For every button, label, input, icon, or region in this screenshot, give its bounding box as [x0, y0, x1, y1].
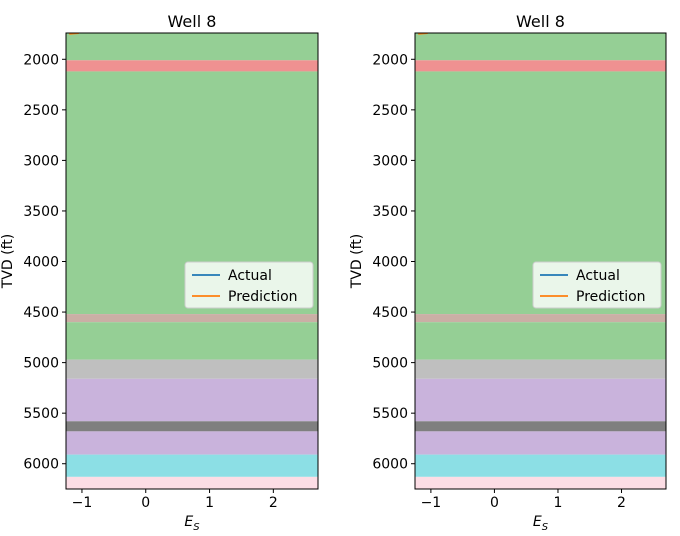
- formation-band: [66, 359, 318, 379]
- x-tick-label: −1: [72, 495, 93, 511]
- x-tick-label: −1: [421, 495, 442, 511]
- formation-band: [415, 314, 666, 323]
- y-tick-label: 3500: [23, 204, 59, 220]
- formation-band: [415, 476, 666, 489]
- formation-band: [66, 476, 318, 489]
- formation-band: [66, 378, 318, 422]
- y-tick-label: 6000: [372, 457, 408, 473]
- x-tick-label: 2: [617, 495, 626, 511]
- formation-band: [66, 421, 318, 432]
- x-axis-label: ES: [184, 514, 200, 533]
- formation-band: [415, 33, 666, 61]
- y-tick-label: 2500: [372, 103, 408, 119]
- y-tick-label: 2500: [23, 103, 59, 119]
- y-tick-label: 5500: [23, 406, 59, 422]
- x-tick-label: 0: [141, 495, 150, 511]
- formation-band: [66, 431, 318, 455]
- y-tick-label: 2000: [372, 52, 408, 68]
- y-tick-label: 4500: [372, 305, 408, 321]
- formation-band: [415, 60, 666, 72]
- formation-band: [415, 359, 666, 379]
- y-tick-label: 5000: [23, 356, 59, 372]
- legend-label-actual: Actual: [576, 268, 620, 284]
- y-tick-label: 5500: [372, 406, 408, 422]
- chart-panel-right: −1 0 1 2 2000 2500 3000 3500 4000 4500 5000 5500 600…: [349, 12, 667, 533]
- x-tick-label: 2: [269, 495, 278, 511]
- formation-band: [415, 421, 666, 432]
- y-tick-label: 4000: [372, 255, 408, 271]
- formation-band: [415, 322, 666, 360]
- formation-band: [66, 60, 318, 72]
- chart-title: Well 8: [168, 12, 217, 31]
- y-tick-label: 2000: [23, 52, 59, 68]
- formation-band: [415, 431, 666, 455]
- y-axis-label: TVD (ft): [0, 234, 16, 289]
- legend-label-prediction: Prediction: [228, 289, 298, 305]
- x-tick-label: 1: [205, 495, 214, 511]
- formation-band: [415, 378, 666, 422]
- x-tick-label: 0: [490, 495, 499, 511]
- axes-frame: [65, 32, 319, 490]
- legend: Actual Prediction: [184, 261, 314, 309]
- axes-frame: [414, 32, 667, 490]
- y-tick-label: 5000: [372, 356, 408, 372]
- formation-band: [66, 322, 318, 360]
- y-tick-label: 3000: [372, 153, 408, 169]
- y-axis-label: TVD (ft): [349, 234, 365, 289]
- y-tick-label: 6000: [23, 457, 59, 473]
- formation-band: [66, 314, 318, 323]
- formation-band: [415, 454, 666, 477]
- y-tick-label: 4000: [23, 255, 59, 271]
- legend: Actual Prediction: [532, 261, 662, 309]
- legend-label-actual: Actual: [228, 268, 272, 284]
- y-tick-label: 3000: [23, 153, 59, 169]
- x-axis-label: ES: [533, 514, 549, 533]
- chart-panel-left: −1 0 1 2 2000 2500 3000 3500 4000 4500 5000 5500 600…: [0, 12, 319, 533]
- legend-label-prediction: Prediction: [576, 289, 646, 305]
- y-tick-label: 4500: [23, 305, 59, 321]
- x-tick-label: 1: [554, 495, 563, 511]
- formation-band: [66, 454, 318, 477]
- formation-band: [66, 33, 318, 61]
- y-tick-label: 3500: [372, 204, 408, 220]
- chart-title: Well 8: [516, 12, 565, 31]
